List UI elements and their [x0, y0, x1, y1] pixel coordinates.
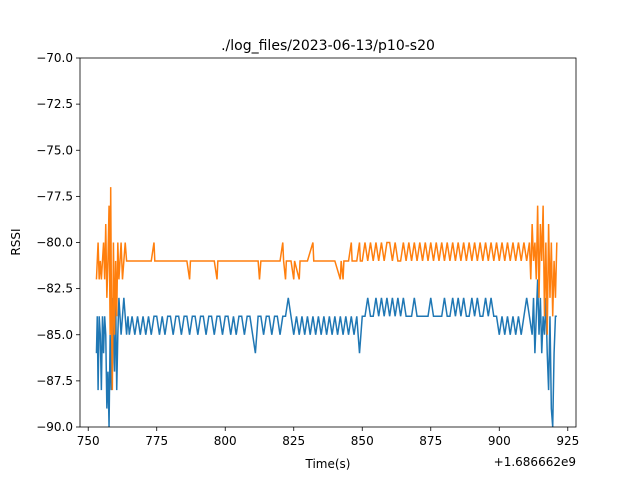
x-tick-label: 750 — [77, 434, 100, 448]
x-tick-label: 800 — [214, 434, 237, 448]
y-tick-label: −77.5 — [36, 189, 73, 203]
y-tick-label: −90.0 — [36, 420, 73, 434]
y-tick-label: −80.0 — [36, 236, 73, 250]
plot-area — [80, 58, 576, 427]
x-tick-label: 850 — [351, 434, 374, 448]
y-axis-label: RSSI — [9, 228, 23, 255]
series-1-line — [95, 279, 557, 428]
x-axis-offset-label: +1.686662e9 — [494, 455, 576, 469]
y-tick-label: −85.0 — [36, 328, 73, 342]
series-1 — [95, 279, 557, 428]
y-tick-label: −75.0 — [36, 143, 73, 157]
series-2 — [95, 187, 558, 391]
y-tick-label: −70.0 — [36, 51, 73, 65]
series-2-line — [95, 187, 558, 391]
x-tick-label: 775 — [145, 434, 168, 448]
y-tick-label: −82.5 — [36, 282, 73, 296]
series-layer — [95, 187, 558, 428]
x-tick-label: 925 — [556, 434, 579, 448]
y-axis: −90.0 −87.5 −85.0 −82.5 −80.0 −77.5 −75.0 −72.5… — [36, 51, 80, 434]
x-axis: 750 775 800 825 850 875 900 925 — [77, 427, 579, 448]
chart-title: ./log_files/2023-06-13/p10-s20 — [221, 38, 435, 54]
x-tick-label: 875 — [419, 434, 442, 448]
y-tick-label: −87.5 — [36, 374, 73, 388]
y-tick-label: −72.5 — [36, 97, 73, 111]
x-tick-label: 825 — [282, 434, 305, 448]
x-tick-label: 900 — [488, 434, 511, 448]
x-axis-label: Time(s) — [305, 457, 351, 471]
